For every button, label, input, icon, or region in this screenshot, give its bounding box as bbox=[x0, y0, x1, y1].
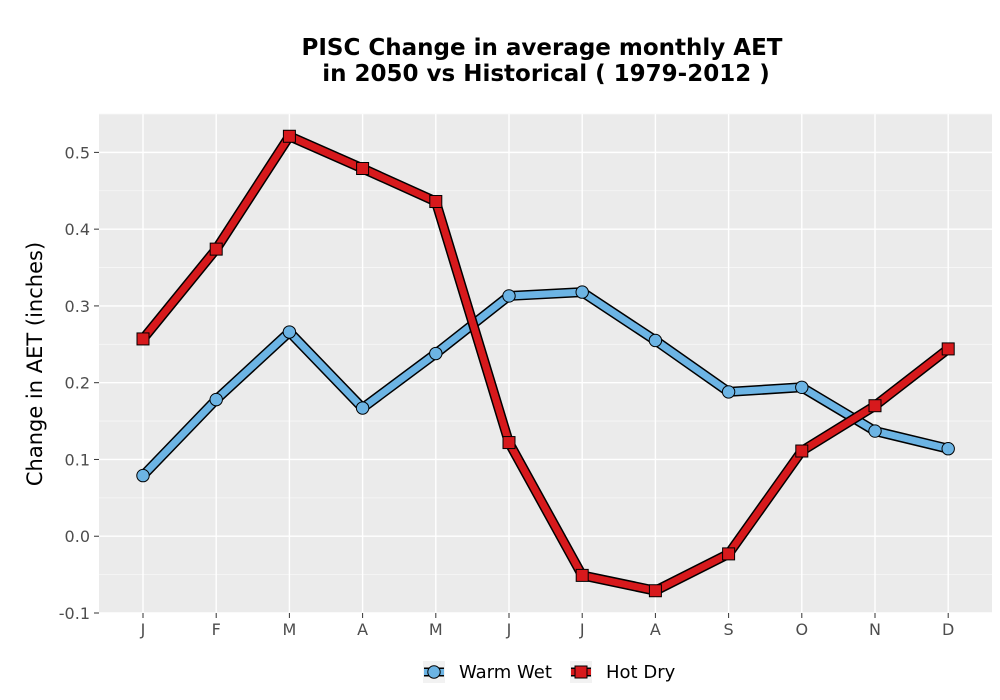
data-point bbox=[429, 195, 443, 209]
data-point bbox=[136, 332, 150, 346]
data-point bbox=[355, 401, 370, 415]
legend-key-marker bbox=[574, 665, 588, 679]
legend-item: Hot Dry bbox=[570, 661, 676, 683]
x-tick-label: M bbox=[282, 620, 296, 639]
x-tick-label: O bbox=[796, 620, 809, 639]
x-tick-label: J bbox=[506, 620, 512, 639]
y-tick-label: 0.3 bbox=[65, 297, 90, 316]
data-point bbox=[868, 399, 882, 413]
data-point bbox=[429, 346, 443, 361]
series-layer bbox=[136, 129, 955, 598]
x-tick-label: F bbox=[212, 620, 221, 639]
x-tick-label: M bbox=[429, 620, 443, 639]
major-gridlines bbox=[99, 114, 992, 614]
series-line bbox=[139, 288, 952, 480]
data-point bbox=[282, 129, 296, 143]
data-point bbox=[722, 547, 736, 561]
y-tick-label: 0.1 bbox=[65, 450, 90, 469]
data-point bbox=[502, 289, 516, 303]
data-point bbox=[868, 424, 882, 438]
y-tick-label: 0.2 bbox=[65, 374, 90, 393]
legend-item: Warm Wet bbox=[423, 661, 552, 683]
data-point bbox=[502, 436, 516, 450]
legend-label: Hot Dry bbox=[606, 662, 676, 683]
data-point bbox=[795, 444, 809, 458]
data-point bbox=[282, 325, 297, 339]
data-point bbox=[356, 162, 370, 176]
x-tick-label: A bbox=[650, 620, 661, 639]
data-point bbox=[575, 568, 589, 582]
y-tick-label: -0.1 bbox=[59, 604, 90, 623]
data-point bbox=[648, 333, 663, 348]
data-point bbox=[941, 342, 955, 356]
data-point bbox=[648, 584, 662, 598]
data-point bbox=[575, 285, 589, 299]
series-warm-wet bbox=[136, 285, 955, 483]
y-axis-title: Change in AET (inches) bbox=[23, 242, 47, 486]
y-tick-label: 0.0 bbox=[65, 527, 90, 546]
data-point bbox=[795, 380, 809, 394]
data-point bbox=[721, 385, 736, 399]
y-tick-label: 0.4 bbox=[65, 220, 90, 239]
data-point bbox=[209, 242, 223, 256]
data-point bbox=[136, 468, 150, 483]
chart-title-line-1: PISC Change in average monthly AET bbox=[302, 35, 783, 61]
x-tick-label: J bbox=[579, 620, 585, 639]
x-tick-label: N bbox=[869, 620, 881, 639]
chart-title-line-2: in 2050 vs Historical ( 1979-2012 ) bbox=[322, 61, 769, 87]
x-tick-label: J bbox=[140, 620, 146, 639]
x-tick-label: D bbox=[942, 620, 954, 639]
y-axis-ticks: -0.1 0.0 0.1 0.2 0.3 0.4 0.5 bbox=[59, 143, 99, 623]
series-line bbox=[139, 132, 952, 595]
series-hot-dry bbox=[136, 129, 955, 598]
legend-key-marker bbox=[427, 665, 441, 679]
data-point bbox=[209, 392, 223, 407]
y-tick-label: 0.5 bbox=[65, 143, 90, 162]
legend: Warm Wet Hot Dry bbox=[423, 661, 676, 683]
x-tick-label: A bbox=[357, 620, 368, 639]
data-point bbox=[941, 442, 955, 456]
plot-panel bbox=[99, 114, 992, 613]
legend-label: Warm Wet bbox=[459, 662, 552, 683]
x-tick-label: S bbox=[724, 620, 734, 639]
minor-gridlines bbox=[99, 113, 992, 576]
